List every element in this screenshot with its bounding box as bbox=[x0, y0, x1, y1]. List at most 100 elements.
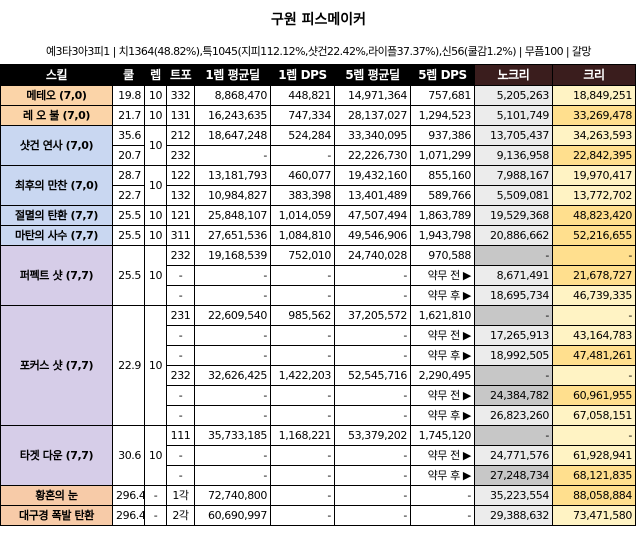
skill-name: 대구경 폭발 탄환 bbox=[0, 505, 113, 526]
avg1-cell: 25,848,107 bbox=[194, 205, 271, 226]
dps1-cell: 747,334 bbox=[270, 105, 335, 126]
cooldown-cell: 19.8 bbox=[112, 85, 145, 106]
avg1-cell: 19,168,539 bbox=[194, 245, 271, 266]
avg5-cell: 28,137,027 bbox=[334, 105, 411, 126]
sheet-title: 구원 피스메이커 bbox=[270, 12, 367, 28]
tripod-cell: - bbox=[166, 385, 195, 406]
tripod-cell: 231 bbox=[166, 305, 195, 326]
crit-cell: 61,928,941 bbox=[552, 445, 636, 466]
tripod-cell: 232 bbox=[166, 365, 195, 386]
header-dps-lv5: 5렙 DPS bbox=[410, 64, 475, 86]
table-row: 타겟 다운 (7,7) 30.6 10 111 35,733,185 1,168… bbox=[0, 425, 636, 486]
dps1-cell: - bbox=[270, 345, 335, 366]
avg5-cell: 49,546,906 bbox=[334, 225, 411, 246]
header-skill: 스킬 bbox=[0, 64, 113, 86]
level-cell: - bbox=[144, 485, 167, 506]
avg5-cell: - bbox=[334, 285, 411, 306]
dps5-cell: 757,681 bbox=[410, 85, 475, 106]
tripod-cell: - bbox=[166, 405, 195, 426]
avg1-cell: - bbox=[194, 465, 271, 486]
skill-name: 메테오 (7,0) bbox=[0, 85, 113, 106]
level-cell: 10 bbox=[144, 305, 167, 426]
level-cell: 10 bbox=[144, 125, 167, 166]
dps1-cell: - bbox=[270, 145, 335, 166]
dps5-cell: 855,160 bbox=[410, 165, 475, 186]
header-tripod: 트포 bbox=[166, 64, 195, 86]
avg5-cell: - bbox=[334, 325, 411, 346]
no-crit-cell: 18,695,734 bbox=[474, 285, 553, 306]
cooldown-cell: 22.9 bbox=[112, 305, 145, 426]
tripod-cell: 232 bbox=[166, 245, 195, 266]
avg1-cell: - bbox=[194, 385, 271, 406]
cooldown-cell: 21.7 bbox=[112, 105, 145, 126]
avg5-cell: - bbox=[334, 385, 411, 406]
weakpoint-before-label: 약무 전 ▶ bbox=[410, 385, 475, 406]
avg5-cell: 47,507,494 bbox=[334, 205, 411, 226]
tripod-cell: 212 bbox=[166, 125, 195, 146]
crit-cell: 52,216,655 bbox=[552, 225, 636, 246]
cooldown-cell: 25.5 bbox=[112, 205, 145, 226]
dps1-cell: - bbox=[270, 465, 335, 486]
level-cell: 10 bbox=[144, 225, 167, 246]
avg1-cell: - bbox=[194, 445, 271, 466]
dps1-cell: - bbox=[270, 445, 335, 466]
avg1-cell: - bbox=[194, 145, 271, 166]
dps5-cell: 1,071,299 bbox=[410, 145, 475, 166]
dps1-cell: - bbox=[270, 285, 335, 306]
table-row: 대구경 폭발 탄환 296.4 - 2각 60,690,997 - - - 29… bbox=[0, 505, 636, 526]
avg5-cell: 13,401,489 bbox=[334, 185, 411, 206]
skill-name: 포커스 샷 (7,7) bbox=[0, 305, 113, 426]
crit-cell: - bbox=[552, 245, 636, 266]
avg1-cell: 60,690,997 bbox=[194, 505, 271, 526]
dps5-cell: 1,745,120 bbox=[410, 425, 475, 446]
avg1-cell: 32,626,425 bbox=[194, 365, 271, 386]
dps5-cell: 1,863,789 bbox=[410, 205, 475, 226]
dps1-cell: 1,168,221 bbox=[270, 425, 335, 446]
dps1-cell: 752,010 bbox=[270, 245, 335, 266]
cooldown-cell: 30.6 bbox=[112, 425, 145, 486]
tripod-cell: 131 bbox=[166, 105, 195, 126]
cooldown-cell: 296.4 bbox=[112, 485, 145, 506]
crit-cell: 19,970,417 bbox=[552, 165, 636, 186]
crit-cell: 46,739,335 bbox=[552, 285, 636, 306]
table-row: - - - - 약무 전 ▶ 24,771,576 61,928,941 bbox=[1, 445, 636, 466]
dps1-cell: 383,398 bbox=[270, 185, 335, 206]
avg5-cell: - bbox=[334, 265, 411, 286]
no-crit-cell: 29,388,632 bbox=[474, 505, 553, 526]
dps5-cell: 589,766 bbox=[410, 185, 475, 206]
tripod-cell: 122 bbox=[166, 165, 195, 186]
avg5-cell: - bbox=[334, 505, 411, 526]
skill-name: 퍼펙트 샷 (7,7) bbox=[0, 245, 113, 306]
crit-cell: 48,823,420 bbox=[552, 205, 636, 226]
stats-line: 예3타3아3피1 | 치1364(48.82%),특1045(지피112.12%… bbox=[46, 45, 592, 58]
tripod-cell: - bbox=[166, 465, 195, 486]
cooldown-cell: 25.5 bbox=[112, 245, 145, 306]
table-row: 최후의 만찬 (7,0) 28.7 10 122 13,181,793 460,… bbox=[0, 165, 636, 206]
no-crit-cell: 5,205,263 bbox=[474, 85, 553, 106]
table-row: 232 32,626,425 1,422,203 52,545,716 2,29… bbox=[1, 365, 636, 386]
skill-name: 샷건 연사 (7,0) bbox=[0, 125, 113, 166]
level-cell: 10 bbox=[144, 205, 167, 226]
skill-name: 타겟 다운 (7,7) bbox=[0, 425, 113, 486]
avg1-cell: 16,243,635 bbox=[194, 105, 271, 126]
header-cooldown: 쿨 bbox=[112, 64, 145, 86]
tripod-cell: 311 bbox=[166, 225, 195, 246]
dps1-cell: - bbox=[270, 405, 335, 426]
avg5-cell: 33,340,095 bbox=[334, 125, 411, 146]
skill-name: 레 오 불 (7,0) bbox=[0, 105, 113, 126]
no-crit-cell: 17,265,913 bbox=[474, 325, 553, 346]
avg5-cell: 24,740,028 bbox=[334, 245, 411, 266]
crit-cell: 60,961,955 bbox=[552, 385, 636, 406]
skill-damage-table: 스킬 쿨 렙 트포 1렙 평균딜 1렙 DPS 5렙 평균딜 5렙 DPS 노크… bbox=[0, 64, 636, 526]
avg1-cell: - bbox=[194, 345, 271, 366]
table-row: - - - - 약무 전 ▶ 8,671,491 21,678,727 bbox=[1, 265, 636, 286]
avg5-cell: 37,205,572 bbox=[334, 305, 411, 326]
tripod-cell: - bbox=[166, 265, 195, 286]
avg1-cell: 22,609,540 bbox=[194, 305, 271, 326]
avg1-cell: - bbox=[194, 285, 271, 306]
table-row: 메테오 (7,0) 19.8 10 332 8,868,470 448,821 … bbox=[0, 85, 636, 106]
no-crit-cell: - bbox=[474, 425, 553, 446]
level-cell: 10 bbox=[144, 245, 167, 306]
crit-cell: 73,471,580 bbox=[552, 505, 636, 526]
table-row: - - - - 약무 전 ▶ 24,384,782 60,961,955 bbox=[1, 385, 636, 406]
